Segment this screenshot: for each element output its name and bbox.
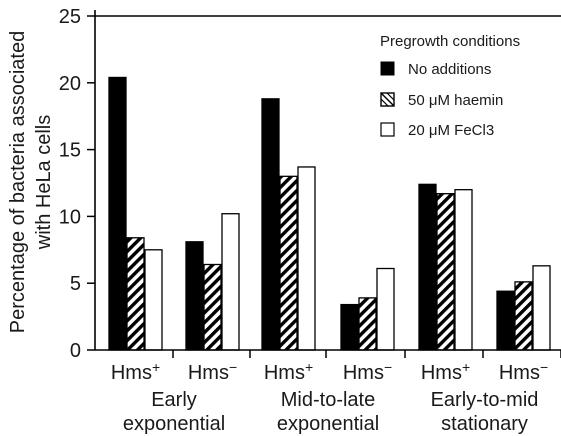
y-tick-label: 0 xyxy=(70,340,81,362)
bar-haemin xyxy=(436,193,455,351)
phase-label-line2: stationary xyxy=(441,413,528,435)
y-axis-title-line1: Percentage of bacteria associated xyxy=(7,31,29,333)
bar-haemin xyxy=(279,175,298,351)
bar-haemin xyxy=(203,263,222,351)
y-tick-label: 5 xyxy=(70,273,81,295)
bar-no-additions xyxy=(418,183,437,351)
phase-label-line2: exponential xyxy=(277,413,379,435)
phase-label-line2: exponential xyxy=(123,413,225,435)
bar-fecl3 xyxy=(297,166,316,351)
bar-fecl3 xyxy=(454,189,473,351)
phase-label-line1: Early xyxy=(151,389,197,411)
legend: Pregrowth conditions No additions 50 μM … xyxy=(380,33,520,139)
legend-title: Pregrowth conditions xyxy=(380,33,520,50)
x-tick-label-strain: Hms− xyxy=(343,359,392,384)
x-tick-label-strain: Hms+ xyxy=(421,359,470,384)
legend-swatch-haemin xyxy=(380,92,395,107)
y-axis-title-line2: with HeLa cells xyxy=(33,115,55,251)
legend-swatch-fecl3 xyxy=(380,122,395,137)
legend-label-haemin: 50 μM haemin xyxy=(408,92,503,109)
phase-label-line1: Early-to-mid xyxy=(431,389,539,411)
bar-no-additions xyxy=(340,303,359,351)
legend-label-no-additions: No additions xyxy=(408,61,491,78)
bar-haemin xyxy=(514,281,533,351)
bar-fecl3 xyxy=(532,265,551,351)
bar-haemin xyxy=(126,237,145,351)
bar-no-additions xyxy=(261,98,280,351)
x-tick-label-strain: Hms+ xyxy=(264,359,313,384)
bar-fecl3 xyxy=(144,249,163,351)
bar-fecl3 xyxy=(376,267,395,351)
bar-no-additions xyxy=(108,76,127,351)
y-tick-label: 25 xyxy=(59,6,81,28)
phase-label-line1: Mid-to-late xyxy=(281,389,375,411)
x-tick-label-strain: Hms− xyxy=(188,359,237,384)
x-tick-label-strain: Hms+ xyxy=(111,359,160,384)
y-tick-label: 15 xyxy=(59,140,81,162)
legend-label-fecl3: 20 μM FeCl3 xyxy=(408,122,494,139)
bar-haemin xyxy=(358,297,377,351)
bar-no-additions xyxy=(496,290,515,351)
bar-fecl3 xyxy=(221,213,240,351)
x-tick-label-strain: Hms− xyxy=(499,359,548,384)
y-tick-label: 20 xyxy=(59,73,81,95)
legend-swatch-no-additions xyxy=(380,61,395,76)
y-tick-label: 10 xyxy=(59,206,81,228)
bar-no-additions xyxy=(185,241,204,351)
